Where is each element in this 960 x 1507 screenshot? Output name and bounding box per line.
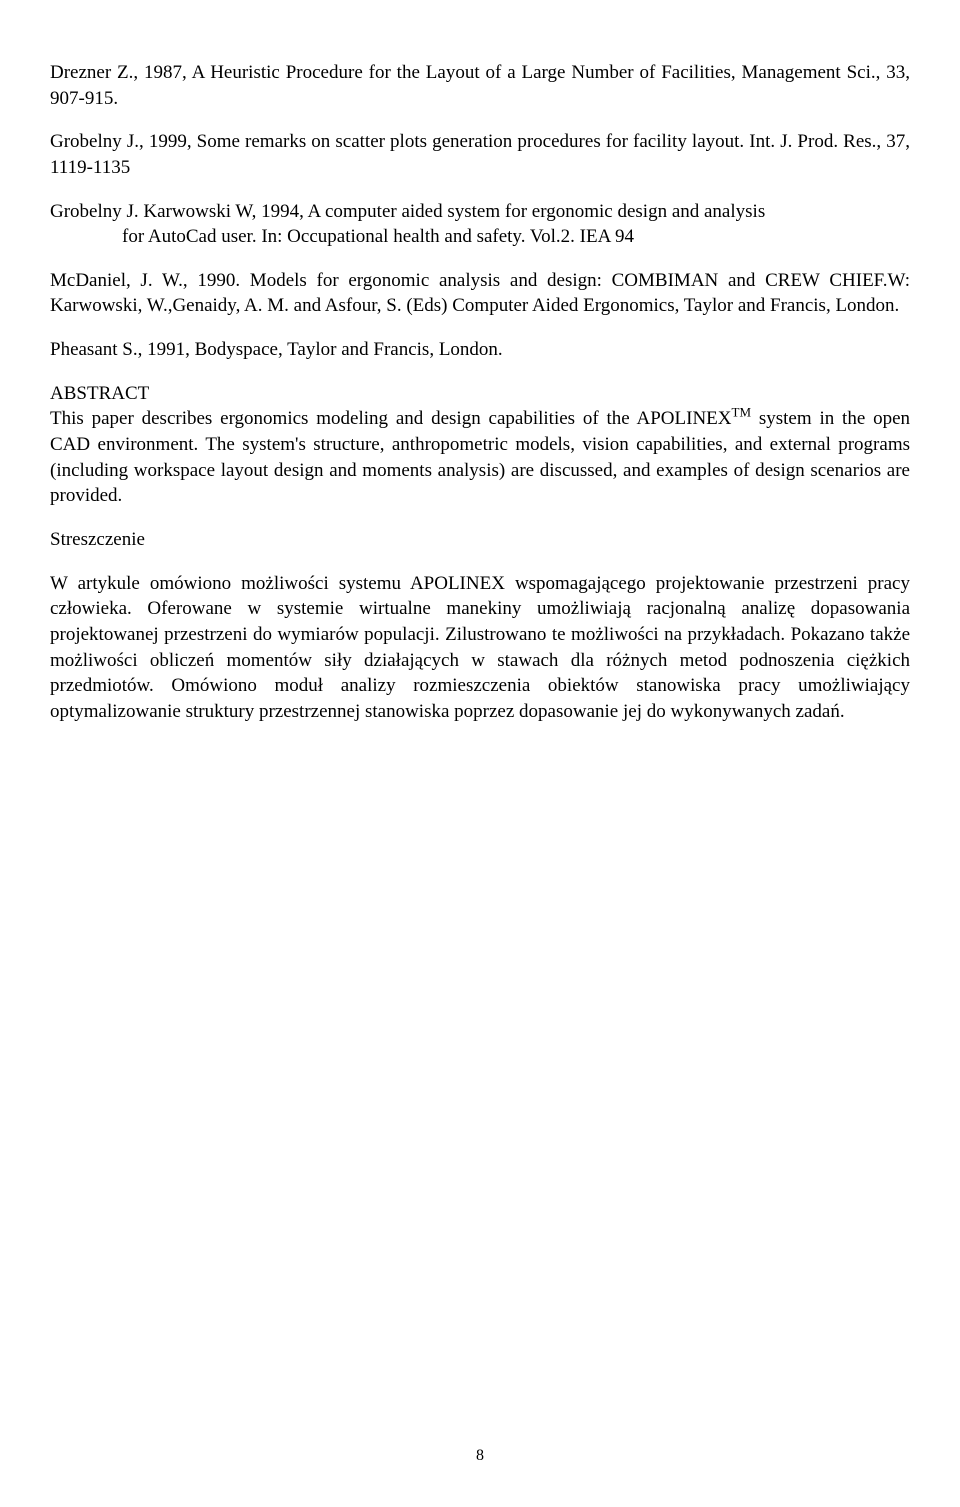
reference-mcdaniel: McDaniel, J. W., 1990. Models for ergono… — [50, 268, 910, 319]
streszczenie-heading-text: Streszczenie — [50, 529, 145, 550]
abstract-heading-text: ABSTRACT — [50, 383, 149, 404]
reference-text: Pheasant S., 1991, Bodyspace, Taylor and… — [50, 339, 503, 360]
reference-pheasant: Pheasant S., 1991, Bodyspace, Taylor and… — [50, 337, 910, 363]
streszczenie-body-text: W artykule omówiono możliwości systemu A… — [50, 573, 910, 722]
reference-text: Drezner Z., 1987, A Heuristic Procedure … — [50, 62, 910, 109]
reference-grobelny1999: Grobelny J., 1999, Some remarks on scatt… — [50, 129, 910, 180]
reference-text: McDaniel, J. W., 1990. Models for ergono… — [50, 270, 910, 317]
streszczenie-heading: Streszczenie — [50, 527, 910, 553]
reference-drezner: Drezner Z., 1987, A Heuristic Procedure … — [50, 60, 910, 111]
abstract-superscript: TM — [732, 405, 752, 420]
reference-text-line2: for AutoCad user. In: Occupational healt… — [50, 224, 910, 250]
streszczenie-body: W artykule omówiono możliwości systemu A… — [50, 571, 910, 725]
reference-grobelny-karwowski: Grobelny J. Karwowski W, 1994, A compute… — [50, 199, 910, 250]
abstract-heading: ABSTRACT — [50, 381, 910, 407]
page-number: 8 — [476, 1445, 484, 1467]
abstract-body-before: This paper describes ergonomics modeling… — [50, 408, 732, 429]
reference-text-line1: Grobelny J. Karwowski W, 1994, A compute… — [50, 201, 765, 222]
page-number-text: 8 — [476, 1447, 484, 1464]
abstract-body: This paper describes ergonomics modeling… — [50, 406, 910, 509]
reference-text: Grobelny J., 1999, Some remarks on scatt… — [50, 131, 910, 178]
